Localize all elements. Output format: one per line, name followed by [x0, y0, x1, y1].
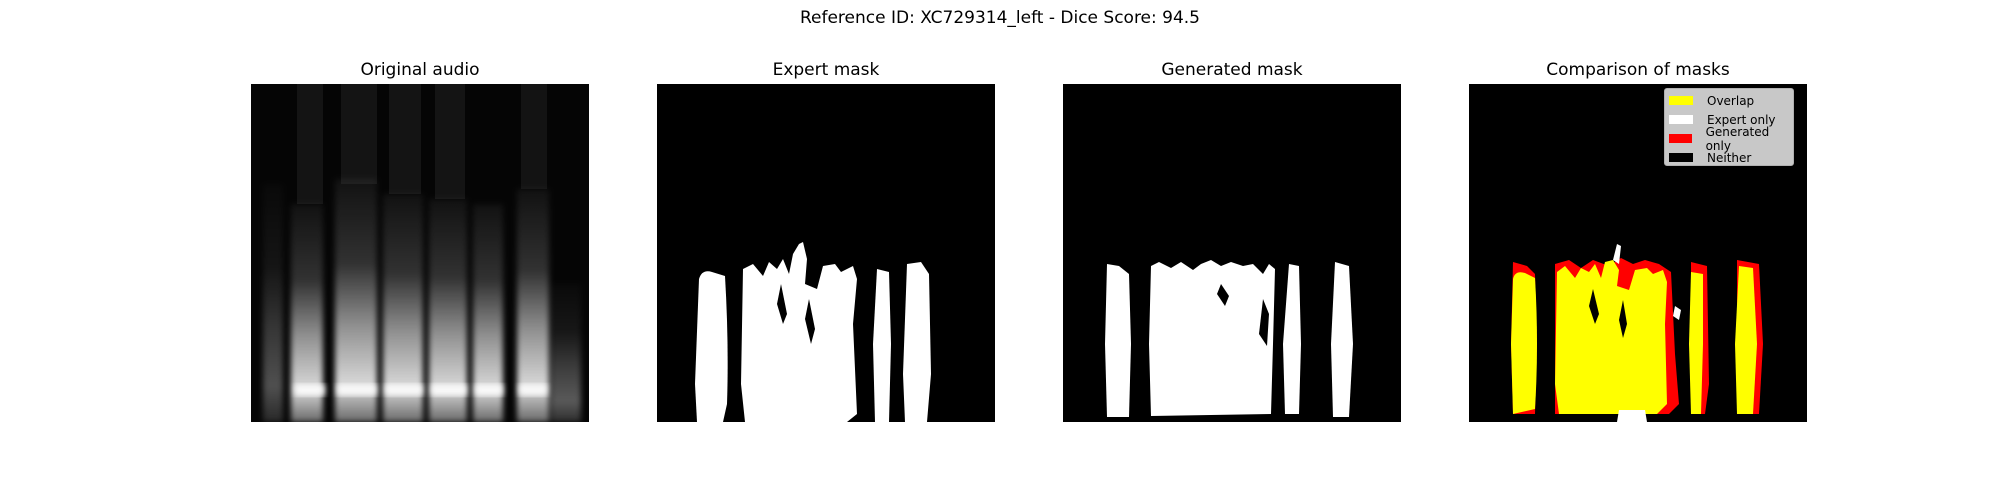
panel-title-expert-mask: Expert mask: [772, 60, 880, 80]
legend-item-expert-only: Expert only: [1665, 110, 1793, 129]
panel-title-comparison: Comparison of masks: [1546, 60, 1730, 80]
legend-label-neither: Neither: [1707, 150, 1752, 165]
legend-label-expert-only: Expert only: [1707, 112, 1776, 127]
legend-item-overlap: Overlap: [1665, 91, 1793, 110]
comparison-legend: Overlap Expert only Generated only Neith…: [1664, 88, 1794, 166]
legend-label-overlap: Overlap: [1707, 93, 1755, 108]
legend-swatch-neither: [1669, 153, 1693, 162]
legend-swatch-generated-only: [1669, 134, 1692, 143]
expert-mask-image: [657, 84, 995, 422]
legend-swatch-expert-only: [1669, 115, 1693, 124]
generated-mask-image: [1063, 84, 1401, 422]
legend-swatch-overlap: [1669, 96, 1693, 105]
figure-suptitle: Reference ID: XC729314_left - Dice Score…: [799, 8, 1200, 28]
original-audio-spectrogram: [251, 84, 589, 422]
legend-item-generated-only: Generated only: [1665, 125, 1793, 153]
panel-title-original-audio: Original audio: [360, 60, 480, 80]
legend-item-neither: Neither: [1665, 148, 1793, 167]
legend-label-generated-only: Generated only: [1705, 124, 1770, 153]
panel-title-generated-mask: Generated mask: [1161, 60, 1303, 80]
